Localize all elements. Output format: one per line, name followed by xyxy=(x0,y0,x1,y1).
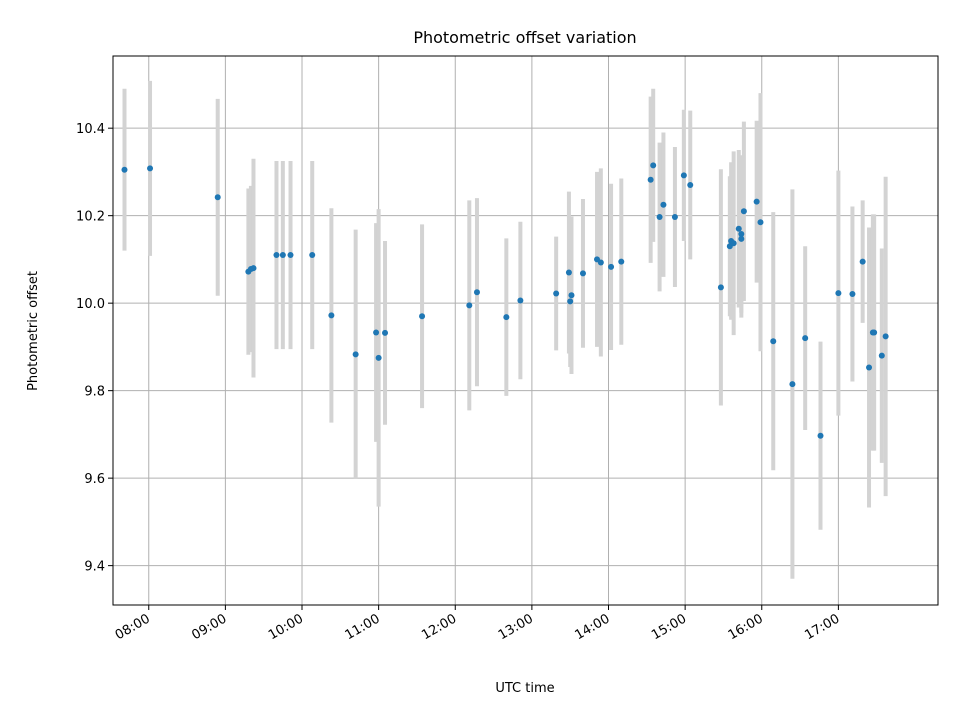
data-point xyxy=(650,162,657,169)
x-tick-label: 14:00 xyxy=(573,611,613,643)
x-tick-label: 10:00 xyxy=(266,611,306,643)
data-point xyxy=(871,329,878,336)
data-point xyxy=(147,165,154,172)
data-point xyxy=(597,259,604,266)
x-tick-label: 16:00 xyxy=(726,611,766,643)
x-tick-label: 12:00 xyxy=(419,611,459,643)
data-point xyxy=(882,333,889,340)
data-point xyxy=(735,225,742,232)
data-point xyxy=(859,258,866,265)
x-tick-label: 09:00 xyxy=(189,611,229,643)
grid xyxy=(113,56,938,605)
x-axis-label: UTC time xyxy=(495,681,554,696)
data-point xyxy=(647,176,654,183)
x-axis-ticks: 08:00 09:00 10:00 11:00 12:00 13:00 14:00 15:00… xyxy=(113,605,842,643)
data-point xyxy=(660,201,667,208)
y-tick-label: 9.4 xyxy=(84,560,105,575)
y-tick-label: 10.0 xyxy=(76,297,105,312)
data-point xyxy=(753,198,760,205)
data-point xyxy=(473,289,480,296)
y-tick-label: 10.2 xyxy=(76,210,105,225)
data-points xyxy=(121,162,889,439)
x-tick-label: 13:00 xyxy=(496,611,536,643)
data-point xyxy=(565,269,572,276)
data-point xyxy=(671,213,678,220)
x-tick-label: 15:00 xyxy=(649,611,689,643)
data-point xyxy=(618,258,625,265)
y-tick-label: 9.6 xyxy=(84,472,105,487)
data-point xyxy=(352,351,359,358)
data-point xyxy=(279,252,286,259)
data-point xyxy=(757,219,764,226)
data-point xyxy=(121,166,128,173)
data-point xyxy=(517,297,524,304)
data-point xyxy=(770,338,777,345)
data-point xyxy=(503,314,510,321)
data-point xyxy=(687,182,694,189)
x-tick-label: 11:00 xyxy=(343,611,383,643)
data-point xyxy=(553,290,560,297)
plot-frame xyxy=(112,55,939,606)
data-point xyxy=(835,290,842,297)
data-point xyxy=(579,270,586,277)
data-point xyxy=(375,354,382,361)
data-point xyxy=(878,352,885,359)
y-axis-ticks: 9.4 9.6 9.8 10.0 10.2 10.4 xyxy=(76,122,113,575)
data-point xyxy=(802,335,809,342)
data-point xyxy=(656,213,663,220)
data-point xyxy=(849,290,856,297)
data-point xyxy=(214,194,221,201)
data-point xyxy=(738,231,745,238)
data-point xyxy=(608,263,615,270)
chart-title: Photometric offset variation xyxy=(413,28,636,47)
data-point xyxy=(328,312,335,319)
data-point xyxy=(287,252,294,259)
x-tick-label: 08:00 xyxy=(113,611,153,643)
data-point xyxy=(250,265,257,272)
data-point xyxy=(717,284,724,291)
data-point xyxy=(567,298,574,305)
x-tick-label: 17:00 xyxy=(802,611,842,643)
data-point xyxy=(738,235,745,242)
data-point xyxy=(680,172,687,179)
error-bars xyxy=(122,80,888,579)
data-point xyxy=(740,208,747,215)
y-axis-label: Photometric offset xyxy=(26,271,41,391)
y-tick-label: 10.4 xyxy=(76,122,105,137)
data-point xyxy=(273,252,280,259)
data-point xyxy=(309,252,316,259)
data-point xyxy=(568,292,575,299)
data-point xyxy=(789,381,796,388)
data-point xyxy=(866,364,873,371)
data-point xyxy=(382,329,389,336)
y-tick-label: 9.8 xyxy=(84,385,105,400)
data-point xyxy=(419,313,426,320)
data-point xyxy=(466,302,473,309)
data-point xyxy=(817,432,824,439)
data-point xyxy=(730,240,737,247)
data-point xyxy=(373,329,380,336)
